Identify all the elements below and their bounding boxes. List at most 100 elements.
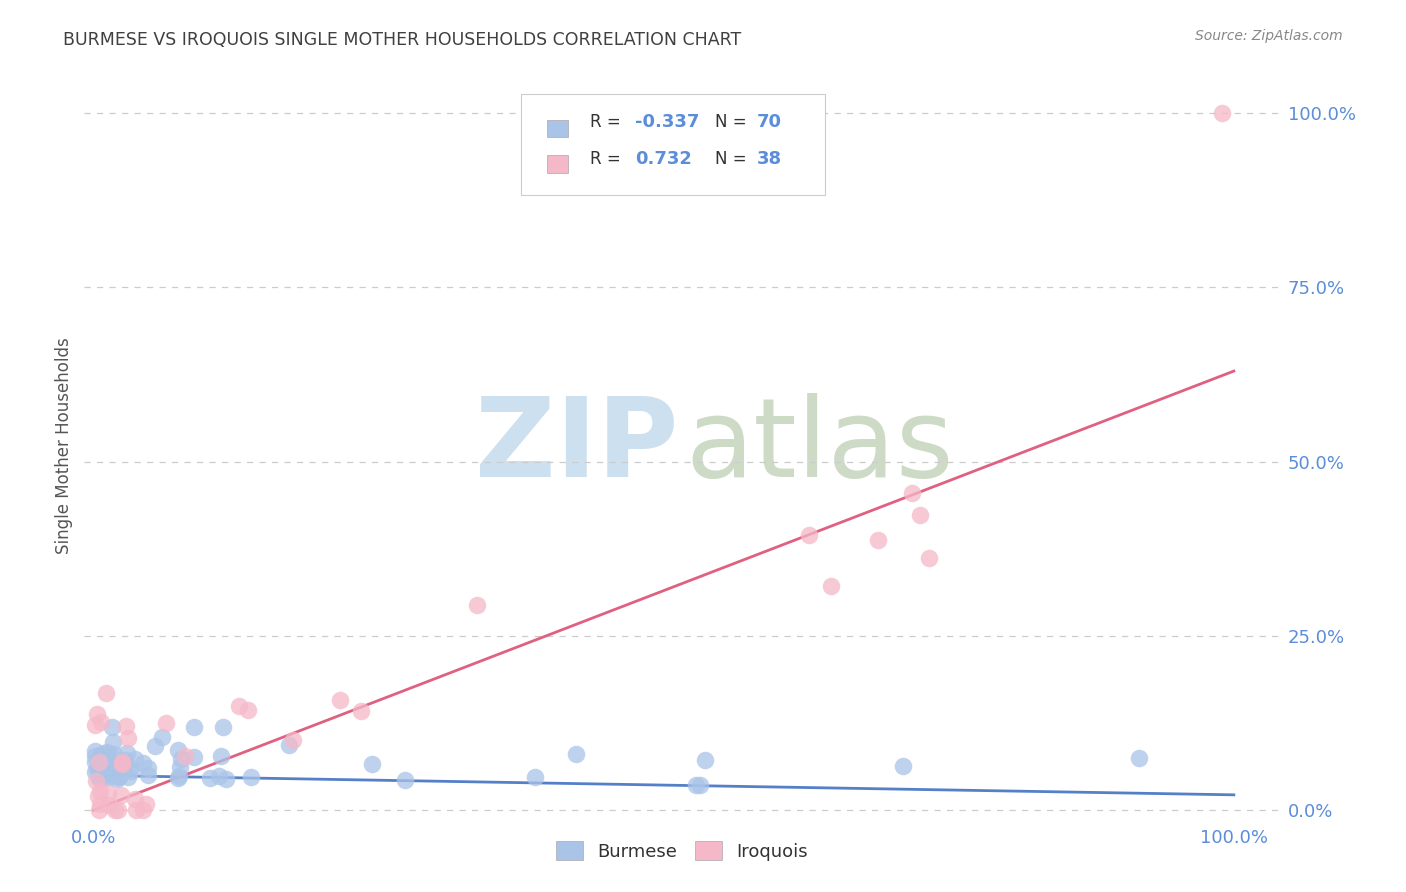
Point	[101, 735, 124, 749]
Point	[117, 731, 139, 745]
Point	[97, 787, 120, 801]
Point	[797, 527, 820, 541]
Point	[117, 770, 139, 784]
Point	[96, 686, 118, 700]
Point	[90, 747, 112, 762]
Text: 70: 70	[758, 113, 782, 131]
Point	[350, 704, 373, 718]
Point	[108, 769, 131, 783]
Point	[1211, 106, 1233, 120]
Point	[115, 746, 138, 760]
Point	[918, 551, 941, 566]
Point	[523, 770, 546, 784]
Point	[110, 788, 132, 802]
Point	[124, 752, 146, 766]
Point	[83, 718, 105, 732]
Text: N =: N =	[716, 113, 752, 131]
Point	[107, 770, 129, 784]
Point	[173, 749, 195, 764]
Point	[87, 789, 110, 804]
Point	[93, 757, 115, 772]
Point	[215, 772, 238, 786]
Point	[394, 773, 416, 788]
FancyBboxPatch shape	[520, 94, 825, 195]
Point	[96, 745, 118, 759]
Point	[114, 719, 136, 733]
Point	[96, 749, 118, 764]
Point	[87, 803, 110, 817]
Point	[236, 703, 259, 717]
Point	[360, 756, 382, 771]
Text: Source: ZipAtlas.com: Source: ZipAtlas.com	[1195, 29, 1343, 43]
Point	[891, 759, 914, 773]
Point	[86, 762, 108, 776]
Point	[565, 747, 588, 761]
Point	[98, 770, 121, 784]
Point	[87, 756, 110, 770]
Point	[183, 750, 205, 764]
Point	[96, 763, 118, 777]
Point	[820, 579, 842, 593]
Point	[111, 756, 134, 770]
Point	[89, 772, 111, 786]
Point	[97, 798, 120, 813]
Point	[1128, 750, 1150, 764]
Point	[93, 758, 115, 772]
Point	[155, 716, 177, 731]
Point	[901, 485, 924, 500]
Point	[91, 750, 114, 764]
Point	[87, 771, 110, 785]
Point	[100, 747, 122, 762]
Point	[169, 752, 191, 766]
Point	[169, 760, 191, 774]
Point	[143, 739, 166, 754]
Text: ZIP: ZIP	[475, 392, 678, 500]
Point	[114, 753, 136, 767]
Point	[200, 771, 222, 785]
Point	[124, 792, 146, 806]
Point	[277, 738, 299, 752]
Point	[329, 693, 352, 707]
Point	[93, 771, 115, 785]
Point	[167, 769, 190, 783]
Point	[131, 803, 153, 817]
Point	[166, 771, 188, 785]
Point	[908, 508, 931, 523]
Point	[84, 743, 107, 757]
Point	[87, 763, 110, 777]
FancyBboxPatch shape	[547, 155, 568, 172]
Point	[136, 767, 159, 781]
Text: atlas: atlas	[686, 392, 955, 500]
Point	[208, 769, 231, 783]
Point	[281, 733, 304, 747]
Point	[125, 803, 148, 817]
Point	[239, 770, 262, 784]
Point	[689, 778, 711, 792]
Point	[97, 756, 120, 770]
Point	[693, 752, 716, 766]
Point	[228, 699, 250, 714]
Point	[166, 743, 188, 757]
Text: 0.732: 0.732	[636, 150, 692, 168]
Point	[100, 720, 122, 734]
Text: -0.337: -0.337	[636, 113, 700, 131]
Text: R =: R =	[591, 150, 631, 168]
Text: BURMESE VS IROQUOIS SINGLE MOTHER HOUSEHOLDS CORRELATION CHART: BURMESE VS IROQUOIS SINGLE MOTHER HOUSEH…	[63, 31, 741, 49]
Point	[111, 757, 134, 772]
Point	[93, 746, 115, 760]
Point	[107, 803, 129, 817]
Point	[97, 764, 120, 778]
Point	[212, 720, 235, 734]
FancyBboxPatch shape	[547, 120, 568, 137]
Text: 38: 38	[758, 150, 782, 168]
Y-axis label: Single Mother Households: Single Mother Households	[55, 338, 73, 554]
Point	[150, 730, 173, 744]
Point	[132, 756, 155, 770]
Text: N =: N =	[716, 150, 752, 168]
Text: R =: R =	[591, 113, 626, 131]
Legend: Burmese, Iroquois: Burmese, Iroquois	[548, 834, 815, 868]
Point	[90, 715, 112, 730]
Point	[211, 749, 233, 764]
Point	[107, 760, 129, 774]
Point	[685, 778, 707, 792]
